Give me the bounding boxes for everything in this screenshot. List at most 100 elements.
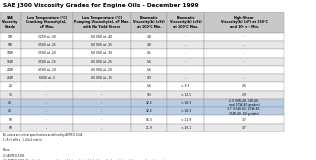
Text: < 21.9: < 21.9 (180, 118, 191, 122)
Text: Kinematic
Viscosity(b) (cSt)
at 100°C Max.: Kinematic Viscosity(b) (cSt) at 100°C Ma… (170, 16, 202, 29)
Bar (0, 91, 21, 99)
Bar (131, 124, 167, 132)
Text: 60 000 at -20: 60 000 at -20 (91, 68, 112, 72)
Text: 40: 40 (8, 109, 12, 113)
Text: Kinematic
Viscosity(b) (cSt)
at 100°C Min.: Kinematic Viscosity(b) (cSt) at 100°C Mi… (133, 16, 165, 29)
Bar (167, 74, 204, 82)
Bar (0, 82, 21, 91)
Bar (204, 41, 284, 49)
Text: -: - (185, 51, 186, 55)
Text: 3.7: 3.7 (242, 118, 246, 122)
Text: 15W: 15W (7, 60, 14, 64)
Text: 5W: 5W (8, 43, 13, 47)
Bar (167, 66, 204, 74)
Text: -: - (101, 126, 102, 130)
Bar (167, 107, 204, 116)
Text: -: - (46, 118, 47, 122)
Text: -: - (244, 68, 245, 72)
Bar (73, 33, 131, 41)
Text: -: - (244, 51, 245, 55)
Bar (0, 49, 21, 57)
Text: 12.5: 12.5 (146, 101, 153, 105)
Bar (167, 12, 204, 33)
Bar (0, 107, 21, 116)
Text: High-Shear
Viscosity(b) (cP) at 150°C
and 10⁶ s⁻¹ Min.: High-Shear Viscosity(b) (cP) at 150°C an… (221, 16, 268, 29)
Bar (0, 99, 21, 107)
Text: 0W: 0W (8, 35, 13, 39)
Text: 6000 at -5: 6000 at -5 (39, 76, 55, 80)
Bar (21, 49, 73, 57)
Text: 3.7 (15W-40, 20W-40,
25W-40, 40 grades): 3.7 (15W-40, 20W-40, 25W-40, 40 grades) (228, 107, 261, 116)
Text: -: - (185, 68, 186, 72)
Text: -: - (185, 60, 186, 64)
Bar (204, 74, 284, 82)
Text: SAE J300 Viscosity Grades for Engine Oils - December 1999: SAE J300 Viscosity Grades for Engine Oil… (3, 4, 198, 8)
Bar (167, 99, 204, 107)
Bar (131, 91, 167, 99)
Text: -: - (101, 93, 102, 97)
Text: 3.8: 3.8 (147, 43, 152, 47)
Bar (21, 99, 73, 107)
Bar (131, 41, 167, 49)
Text: -: - (101, 101, 102, 105)
Text: 2.6: 2.6 (242, 84, 246, 88)
Bar (21, 66, 73, 74)
Text: -: - (185, 43, 186, 47)
Bar (131, 49, 167, 57)
Bar (0, 41, 21, 49)
Bar (21, 12, 73, 33)
Text: 3500 at -20: 3500 at -20 (38, 51, 56, 55)
Bar (0, 74, 21, 82)
Text: -: - (244, 60, 245, 64)
Bar (0, 12, 21, 33)
Bar (73, 91, 131, 99)
Bar (73, 66, 131, 74)
Text: < 16.3: < 16.3 (180, 101, 191, 105)
Bar (21, 107, 73, 116)
Text: 60 000 at -25: 60 000 at -25 (91, 60, 112, 64)
Bar (73, 116, 131, 124)
Text: 2.9 (0W-40, 5W-40,
and 10W-40 grades): 2.9 (0W-40, 5W-40, and 10W-40 grades) (229, 99, 259, 107)
Bar (21, 124, 73, 132)
Text: 60 000 at -15: 60 000 at -15 (91, 76, 112, 80)
Bar (21, 57, 73, 66)
Text: 20: 20 (8, 84, 12, 88)
Text: -: - (46, 126, 47, 130)
Bar (131, 33, 167, 41)
Bar (73, 57, 131, 66)
Bar (21, 116, 73, 124)
Bar (0, 66, 21, 74)
Text: -: - (46, 84, 47, 88)
Bar (131, 82, 167, 91)
Bar (21, 82, 73, 91)
Bar (21, 74, 73, 82)
Text: 21.9: 21.9 (146, 126, 153, 130)
Text: 12.5: 12.5 (146, 109, 153, 113)
Bar (131, 66, 167, 74)
Text: -: - (101, 84, 102, 88)
Text: < 26.1: < 26.1 (180, 126, 191, 130)
Bar (0, 33, 21, 41)
Text: -: - (101, 109, 102, 113)
Bar (21, 33, 73, 41)
Bar (204, 66, 284, 74)
Text: 20W: 20W (7, 68, 14, 72)
Bar (73, 99, 131, 107)
Bar (0, 124, 21, 132)
Text: -: - (101, 118, 102, 122)
Text: 30: 30 (8, 93, 12, 97)
Bar (21, 91, 73, 99)
Text: All values are critical specifications as defined by ASTM D 3244.
1 cP=1 mPa·s. : All values are critical specifications a… (3, 133, 166, 160)
Text: -: - (46, 101, 47, 105)
Bar (167, 124, 204, 132)
Text: 9.3: 9.3 (147, 93, 152, 97)
Bar (0, 116, 21, 124)
Bar (167, 57, 204, 66)
Text: -: - (46, 109, 47, 113)
Text: 60: 60 (8, 126, 12, 130)
Text: -: - (244, 35, 245, 39)
Text: 5.6: 5.6 (147, 84, 152, 88)
Text: 2.9: 2.9 (242, 93, 246, 97)
Text: < 12.5: < 12.5 (180, 93, 191, 97)
Bar (73, 49, 131, 57)
